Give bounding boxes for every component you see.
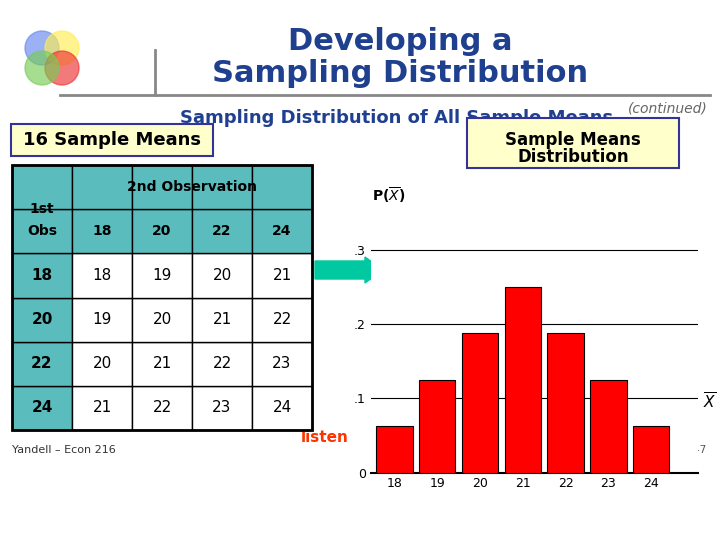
Bar [252,342,312,386]
Bar [192,342,252,386]
Bar [192,165,252,209]
Bar [505,287,541,472]
FancyBboxPatch shape [11,124,213,156]
Bar [252,253,312,298]
Text: 22: 22 [212,356,232,372]
Text: 21: 21 [92,401,112,415]
Bar [192,253,252,298]
Bar [590,380,626,472]
Text: 24: 24 [272,401,292,415]
Text: Sampling Distribution of All Sample Means: Sampling Distribution of All Sample Mean… [180,109,613,127]
Circle shape [25,51,59,85]
Text: 20: 20 [92,356,112,372]
Bar [132,165,192,209]
Text: 22: 22 [153,401,171,415]
Bar [376,426,413,472]
Bar [72,253,132,298]
Text: 20: 20 [153,224,171,238]
Text: 19: 19 [153,268,171,283]
Bar [132,209,192,253]
Text: Sampling Distribution: Sampling Distribution [212,58,588,87]
Text: Obs: Obs [27,224,57,238]
Text: (no longer uniform): (no longer uniform) [492,430,627,444]
Bar [72,386,132,430]
Text: 1st: 1st [30,202,54,216]
Text: 23: 23 [212,401,232,415]
Bar [192,209,252,253]
Bar [192,386,252,430]
Bar [12,298,72,342]
Text: 22: 22 [212,224,232,238]
Text: 19: 19 [92,312,112,327]
Text: Yandell – Econ 216: Yandell – Econ 216 [12,445,116,455]
Bar [72,342,132,386]
Circle shape [45,51,79,85]
FancyBboxPatch shape [467,118,679,168]
Bar [72,298,132,342]
Bar [252,165,312,209]
Text: 22: 22 [272,312,292,327]
Bar [12,209,72,253]
Text: 23: 23 [272,356,292,372]
Bar [132,298,192,342]
Text: 2nd Observation: 2nd Observation [127,180,257,194]
Bar [12,165,72,209]
Text: 16 Sample Means: 16 Sample Means [23,131,201,149]
Text: Sample Means: Sample Means [505,131,641,149]
Bar [462,333,498,472]
Text: 18: 18 [92,268,112,283]
Text: 21: 21 [153,356,171,372]
Text: 18: 18 [92,224,112,238]
Bar [132,342,192,386]
FancyArrow shape [315,257,383,283]
Bar [132,386,192,430]
Circle shape [45,31,79,65]
Bar [192,298,252,342]
Text: Chap 7-7: Chap 7-7 [659,445,706,455]
Text: 21: 21 [272,268,292,283]
Text: $\overline{X}$: $\overline{X}$ [703,392,716,412]
Text: Developing a: Developing a [288,28,512,57]
Bar [12,165,312,430]
Text: P($\overline{X}$): P($\overline{X}$) [372,185,405,205]
Bar [419,380,455,472]
Text: 21: 21 [212,312,232,327]
Bar [252,386,312,430]
Bar [72,165,132,209]
Text: 20: 20 [31,312,53,327]
Text: 24: 24 [31,401,53,415]
Text: (continued): (continued) [629,101,708,115]
Text: Distribution: Distribution [517,148,629,166]
Bar [633,426,670,472]
Bar [252,209,312,253]
Circle shape [25,31,59,65]
Text: 24: 24 [272,224,292,238]
Text: 22: 22 [31,356,53,372]
Bar [12,342,72,386]
Text: 18: 18 [32,268,53,283]
Bar [132,253,192,298]
Text: 20: 20 [212,268,232,283]
Bar [12,386,72,430]
Bar [547,333,584,472]
Text: listen: listen [301,429,349,444]
Bar [12,253,72,298]
Bar [252,298,312,342]
Bar [72,209,132,253]
Text: 20: 20 [153,312,171,327]
